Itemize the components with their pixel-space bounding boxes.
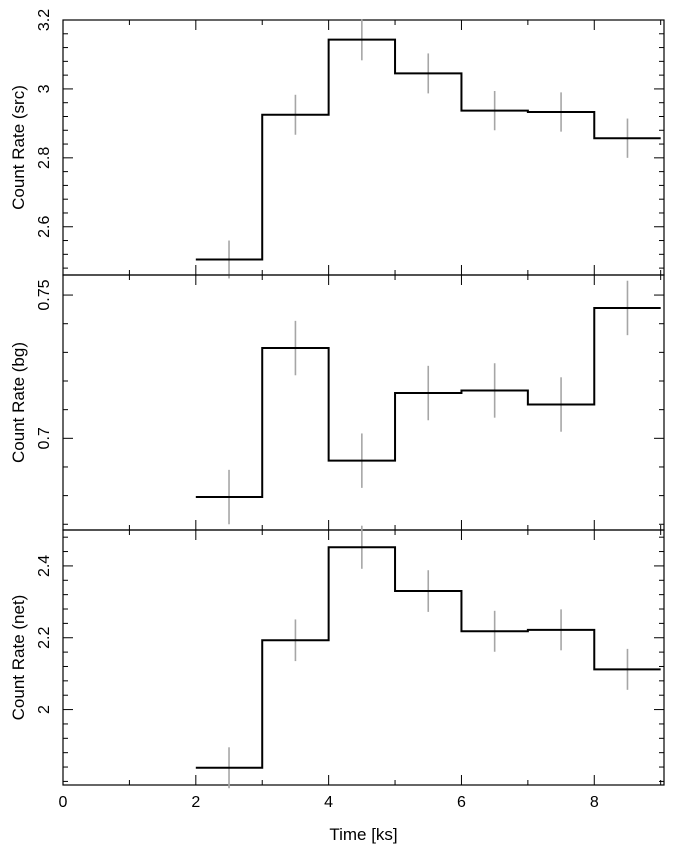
y-tick-label: 2.6 xyxy=(36,216,53,238)
y-axis-label: Count Rate (src) xyxy=(9,85,28,210)
y-tick-label: 0.7 xyxy=(36,427,53,449)
y-tick-label: 0.75 xyxy=(36,279,53,310)
step-line xyxy=(195,38,661,261)
x-axis-label: Time [ks] xyxy=(329,825,397,844)
step-line xyxy=(195,306,661,499)
y-tick-label: 2.2 xyxy=(36,627,53,649)
panel-1: 2.6 2.8 3 3.2 Count Rate (src) xyxy=(9,9,665,279)
x-tick-label: 8 xyxy=(590,794,599,811)
y-tick-label: 2.8 xyxy=(36,147,53,169)
x-tick-label: 6 xyxy=(457,794,466,811)
y-axis-label: Count Rate (bg) xyxy=(9,342,28,463)
step-line xyxy=(195,546,661,769)
y-tick-label: 3.2 xyxy=(36,9,53,31)
y-tick-label: 2.4 xyxy=(36,555,53,577)
y-axis-label: Count Rate (net) xyxy=(9,595,28,721)
panel-frame xyxy=(62,19,665,276)
panel-2: 0.7 0.75 Count Rate (bg) xyxy=(9,274,665,531)
y-tick-label: 3 xyxy=(36,84,53,93)
y-tick-label: 2 xyxy=(36,705,53,714)
x-tick-label: 0 xyxy=(59,794,68,811)
x-tick-label: 2 xyxy=(191,794,200,811)
x-tick-label: 4 xyxy=(324,794,333,811)
panel-3: 2 2.2 2.4 Count Rate (net) 0 2 4 6 8 Time [ks] xyxy=(9,525,665,844)
panel-frame xyxy=(62,529,665,786)
panel-frame xyxy=(62,274,665,531)
